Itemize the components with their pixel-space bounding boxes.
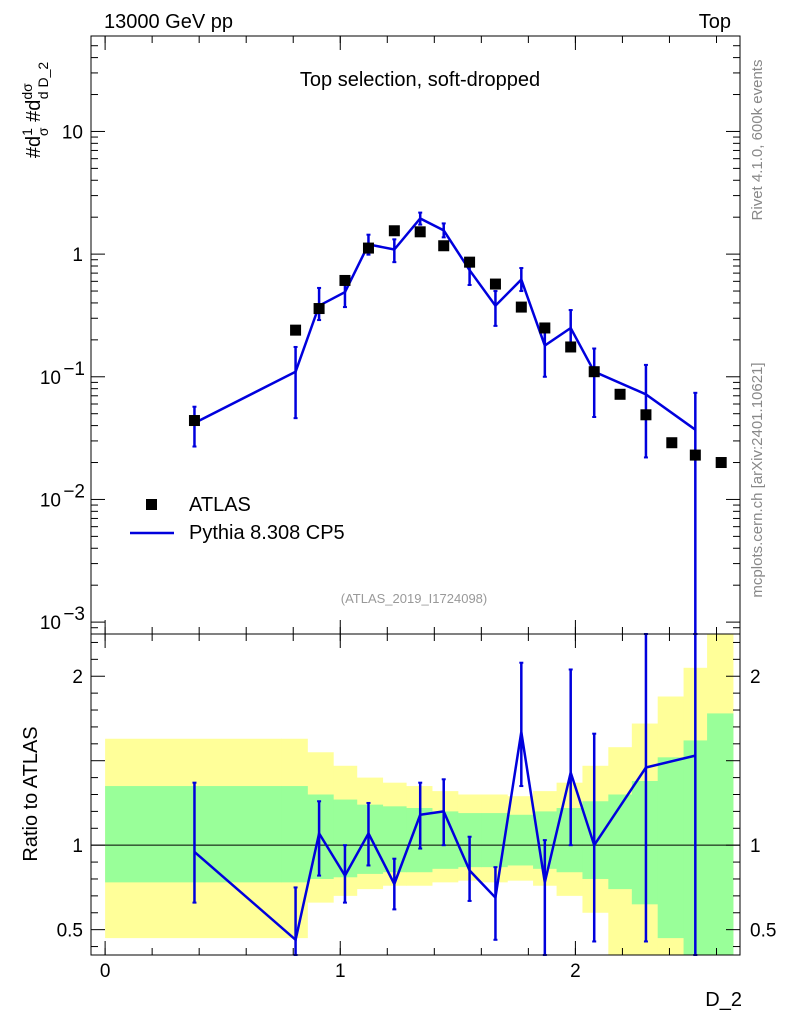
atlas-point xyxy=(539,322,551,334)
ratio-axis-ticks: 0.5 0.5 1 1 2 2 0 1 2 xyxy=(57,634,776,982)
inner-band-bin xyxy=(431,811,459,869)
atlas-point xyxy=(188,415,200,427)
y-tick-label: 10 xyxy=(40,613,61,634)
x-axis-label: D_2 xyxy=(705,989,742,1011)
y-tick-exponent: −3 xyxy=(63,604,85,625)
ratio-ylabel: Ratio to ATLAS xyxy=(20,726,42,861)
atlas-point xyxy=(614,388,626,400)
atlas-point xyxy=(565,341,577,353)
main-ylabel: #d1σ #ddσd D_2 xyxy=(19,62,51,159)
atlas-point xyxy=(666,437,678,449)
atlas-point xyxy=(689,449,701,461)
ratio-frame-rect xyxy=(90,633,741,956)
atlas-point xyxy=(414,226,426,238)
legend-mc-label: Pythia 8.308 CP5 xyxy=(189,522,345,544)
inner-band-bin xyxy=(707,713,734,955)
inner-band-bin xyxy=(507,814,534,866)
process-label: Top xyxy=(699,11,731,33)
atlas-point xyxy=(464,256,476,268)
ratio-y-tick-label-right: 1 xyxy=(750,836,761,857)
main-frame xyxy=(90,35,741,635)
x-tick-label: 0 xyxy=(100,961,111,982)
rivet-label: Rivet 4.1.0, 600k events xyxy=(749,60,766,221)
atlas-point xyxy=(290,324,302,336)
y-tick-label: 10 xyxy=(40,368,61,389)
x-tick-label: 1 xyxy=(335,961,346,982)
legend: ATLAS Pythia 8.308 CP5 xyxy=(130,494,345,544)
inner-band-bin xyxy=(281,786,308,883)
y-tick-label: 10 xyxy=(40,490,61,511)
inner-band-bin xyxy=(356,804,384,874)
main-plot-area xyxy=(90,35,741,635)
ratio-frame xyxy=(90,633,741,956)
y-tick-label: 1 xyxy=(72,245,83,266)
ratio-uncertainty-bands xyxy=(91,634,740,955)
y-tick-exponent: −1 xyxy=(63,359,85,380)
legend-atlas-marker xyxy=(146,499,157,510)
mc-line xyxy=(193,216,697,431)
x-tick-label: 2 xyxy=(570,961,581,982)
atlas-point xyxy=(489,278,501,290)
atlas-series xyxy=(188,225,727,469)
ratio-mc-line xyxy=(193,731,696,943)
ratio-y-tick-label-right: 2 xyxy=(750,667,761,688)
y-tick-exponent: −2 xyxy=(63,481,85,502)
atlas-point xyxy=(313,303,325,315)
legend-atlas-label: ATLAS xyxy=(189,494,251,516)
atlas-point xyxy=(438,240,450,252)
ratio-y-tick-label-right: 0.5 xyxy=(750,921,776,942)
mcplots-label: mcplots.cern.ch [arXiv:2401.10621] xyxy=(749,362,766,597)
ratio-mc-series xyxy=(192,633,698,956)
inner-band-bin xyxy=(582,801,609,879)
atlas-point xyxy=(588,366,600,378)
ratio-panel: 0.5 0.5 1 1 2 2 0 1 2 Ratio to ATLAS D_2 xyxy=(20,633,776,1011)
chart-title: Top selection, soft-dropped xyxy=(300,69,540,91)
ratio-y-tick-label: 0.5 xyxy=(57,921,83,942)
atlas-point xyxy=(640,409,652,421)
y-tick-label: 10 xyxy=(62,122,83,143)
atlas-point xyxy=(339,274,351,286)
atlas-point xyxy=(388,225,400,237)
inner-band-bin xyxy=(608,794,633,890)
energy-label: 13000 GeV pp xyxy=(104,11,233,33)
inner-band-bin xyxy=(657,757,685,939)
ratio-y-tick-label: 1 xyxy=(72,836,83,857)
atlas-point xyxy=(715,457,727,469)
ratio-y-tick-label: 2 xyxy=(72,667,83,688)
atlas-point xyxy=(515,301,527,313)
atlas-point xyxy=(362,242,374,254)
svg-text:#d1σ #ddσd D_2: #d1σ #ddσd D_2 xyxy=(19,62,51,159)
analysis-reference: (ATLAS_2019_I1724098) xyxy=(341,591,487,606)
